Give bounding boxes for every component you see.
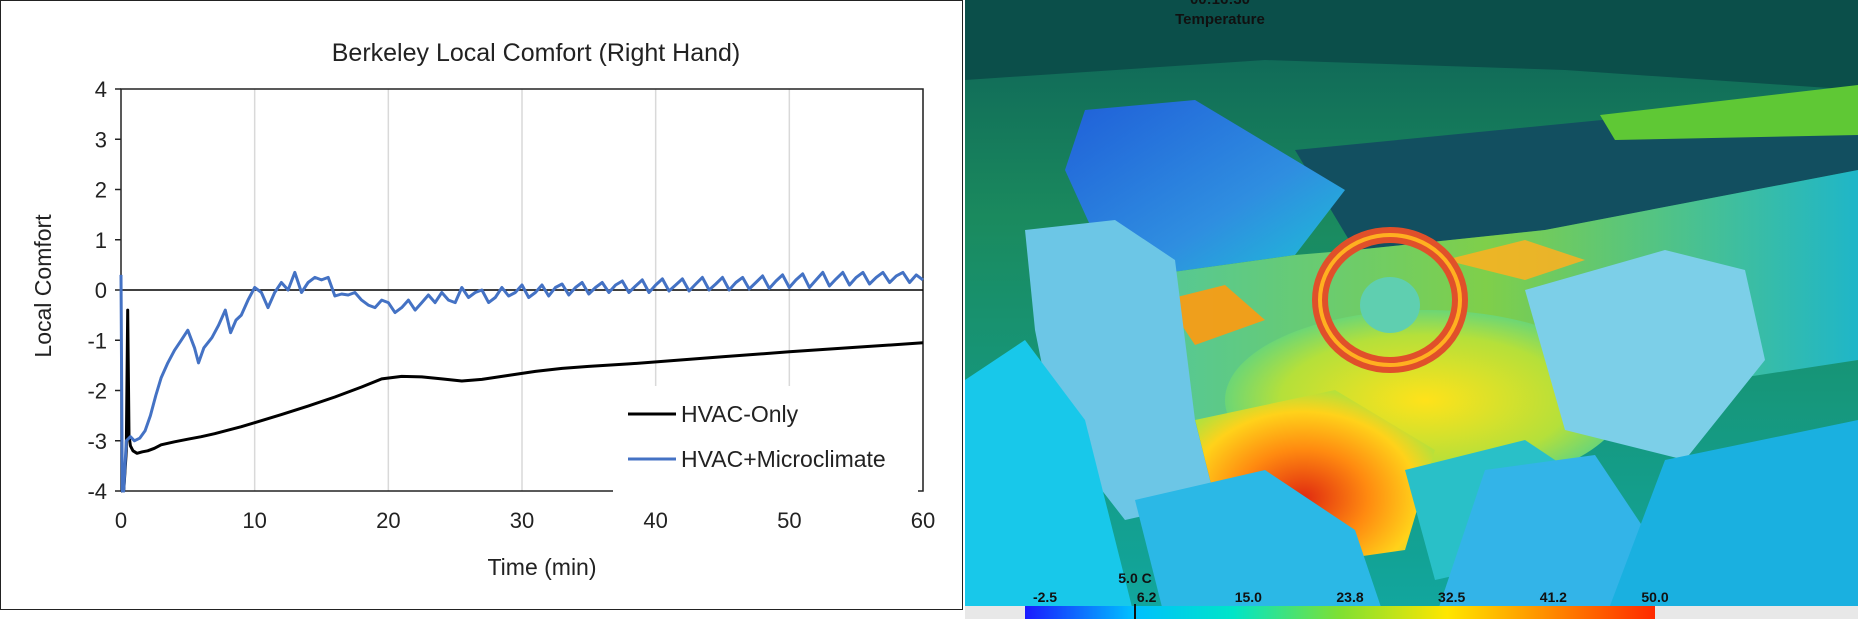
legend-label-hvac-microclimate: HVAC+Microclimate (681, 446, 886, 472)
sun-visor (1600, 85, 1858, 140)
y-tick-label: 0 (95, 278, 107, 303)
comfort-chart-panel: Berkeley Local Comfort (Right Hand) 0 10 2… (0, 0, 963, 610)
colorbar (1025, 606, 1655, 619)
cabin-temperature-render: 00:16:30 Temperature 5.0 C -2.5 6.2 15.0 23… (965, 0, 1858, 619)
series-line-hvac-only (121, 308, 924, 493)
y-tick-label: -3 (87, 429, 107, 454)
driver-seat-side (1135, 470, 1385, 619)
colorbar-labels: -2.5 6.2 15.0 23.8 32.5 41.2 50.0 (1033, 589, 1669, 605)
y-tick-label: 3 (95, 127, 107, 152)
steering-hub (1360, 277, 1420, 333)
x-tick-label: 60 (911, 508, 935, 533)
x-axis-label: Time (min) (487, 554, 596, 580)
y-tick-label: -1 (87, 328, 107, 353)
x-tick-label: 30 (510, 508, 534, 533)
colorbar-tick-label: 23.8 (1336, 589, 1363, 605)
x-tick-label: 0 (115, 508, 127, 533)
colorbar-tick-label: 15.0 (1235, 589, 1262, 605)
temperature-contour-image: 00:16:30 Temperature 5.0 C -2.5 6.2 15.0 23… (965, 0, 1858, 619)
y-tick-label: 2 (95, 178, 107, 203)
sim-timestamp: 00:16:30 (1190, 0, 1250, 8)
colorbar-tick-label: 41.2 (1540, 589, 1567, 605)
x-tick-label: 50 (777, 508, 801, 533)
y-tick-label: -4 (87, 479, 107, 504)
roof-liner (965, 0, 1858, 90)
dash-hot-spot (1165, 285, 1265, 345)
y-tick-label: 4 (95, 77, 107, 102)
chart-title: Berkeley Local Comfort (Right Hand) (332, 39, 741, 67)
colorbar-min-label: 5.0 C (1118, 570, 1151, 586)
chart-legend: HVAC-Only HVAC+Microclimate (613, 386, 918, 496)
legend-label-hvac-only: HVAC-Only (681, 401, 799, 427)
y-axis-label: Local Comfort (30, 214, 56, 358)
left-door-panel (965, 340, 1135, 619)
right-door-panel (1605, 420, 1858, 619)
comfort-chart: Berkeley Local Comfort (Right Hand) 0 10 2… (30, 39, 935, 580)
y-tick-label: -2 (87, 379, 107, 404)
colorbar-tick-label: 32.5 (1438, 589, 1465, 605)
series-line-hvac-microclimate (119, 270, 924, 493)
steering-wheel-highlight (1318, 233, 1462, 367)
y-tick-label: 1 (95, 228, 107, 253)
x-tick-label: 40 (643, 508, 667, 533)
colorbar-tick-label: 50.0 (1641, 589, 1668, 605)
legend-box (613, 386, 918, 496)
x-tick-label: 10 (242, 508, 266, 533)
dash-vent-hot (1445, 240, 1585, 280)
x-tick-label: 20 (376, 508, 400, 533)
sim-variable-label: Temperature (1175, 11, 1265, 28)
passenger-seat-front (1435, 455, 1665, 619)
passenger-seat-back (1525, 250, 1765, 460)
colorbar-tick-label: -2.5 (1033, 589, 1057, 605)
chart-series (119, 270, 924, 493)
colorbar-tick-label: 6.2 (1137, 589, 1157, 605)
